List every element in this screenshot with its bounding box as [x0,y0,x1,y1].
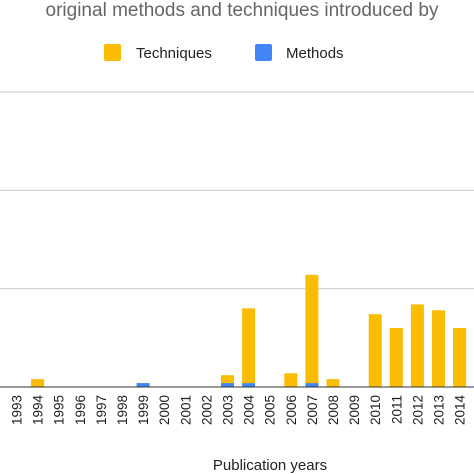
bar-methods-2007 [305,383,319,387]
bar-techniques-2008 [326,379,340,387]
bar-techniques-1994 [31,379,45,387]
x-tick-label-2011: 2011 [389,395,404,424]
x-tick-label-1998: 1998 [115,395,130,425]
x-tick-label-2001: 2001 [178,395,193,425]
bar-techniques-2004 [242,308,256,384]
bar-methods-2004 [242,383,256,387]
x-tick-label-2000: 2000 [157,395,172,425]
bars [31,274,467,387]
x-tick-label-1999: 1999 [136,395,151,425]
x-tick-label-2009: 2009 [347,395,362,425]
x-tick-labels: 1993 1994 1995 1996 1997 1998 1999 2000 2001 2002… [10,395,468,426]
bar-techniques-2012 [410,304,424,387]
bar-techniques-2010 [368,314,382,387]
x-tick-label-1993: 1993 [10,395,25,425]
x-tick-label-2008: 2008 [326,395,341,425]
x-tick-label-2007: 2007 [305,395,320,425]
bar-techniques-2011 [389,328,403,387]
gridlines [0,91,474,290]
x-tick-label-1996: 1996 [73,395,88,425]
x-tick-label-2005: 2005 [263,395,278,425]
legend: Techniques Methods [104,44,344,62]
x-tick-label-2013: 2013 [432,395,447,425]
bar-techniques-2007 [305,274,319,384]
bar-techniques-2014 [453,328,467,387]
legend-label-methods: Methods [286,45,344,62]
x-tick-label-2014: 2014 [453,395,468,426]
legend-label-techniques: Techniques [136,45,212,62]
x-tick-label-2003: 2003 [221,395,236,425]
bar-techniques-2013 [432,310,445,387]
x-tick-label-2002: 2002 [199,395,214,425]
x-tick-label-2006: 2006 [284,395,299,425]
legend-swatch-methods [255,44,272,61]
x-tick-label-1995: 1995 [52,395,67,425]
bar-methods-2003 [221,383,234,387]
x-tick-label-2012: 2012 [410,395,425,425]
chart-title: original methods and techniques introduc… [46,0,439,21]
x-tick-label-1994: 1994 [31,395,46,426]
x-tick-label-1997: 1997 [94,395,109,425]
legend-swatch-techniques [104,44,121,61]
bar-methods-1999 [136,383,150,387]
bar-techniques-2003 [221,375,234,384]
x-tick-label-2010: 2010 [368,395,383,425]
bar-techniques-2006 [284,373,298,387]
x-axis-title: Publication years [213,457,327,474]
x-tick-label-2004: 2004 [242,395,257,426]
